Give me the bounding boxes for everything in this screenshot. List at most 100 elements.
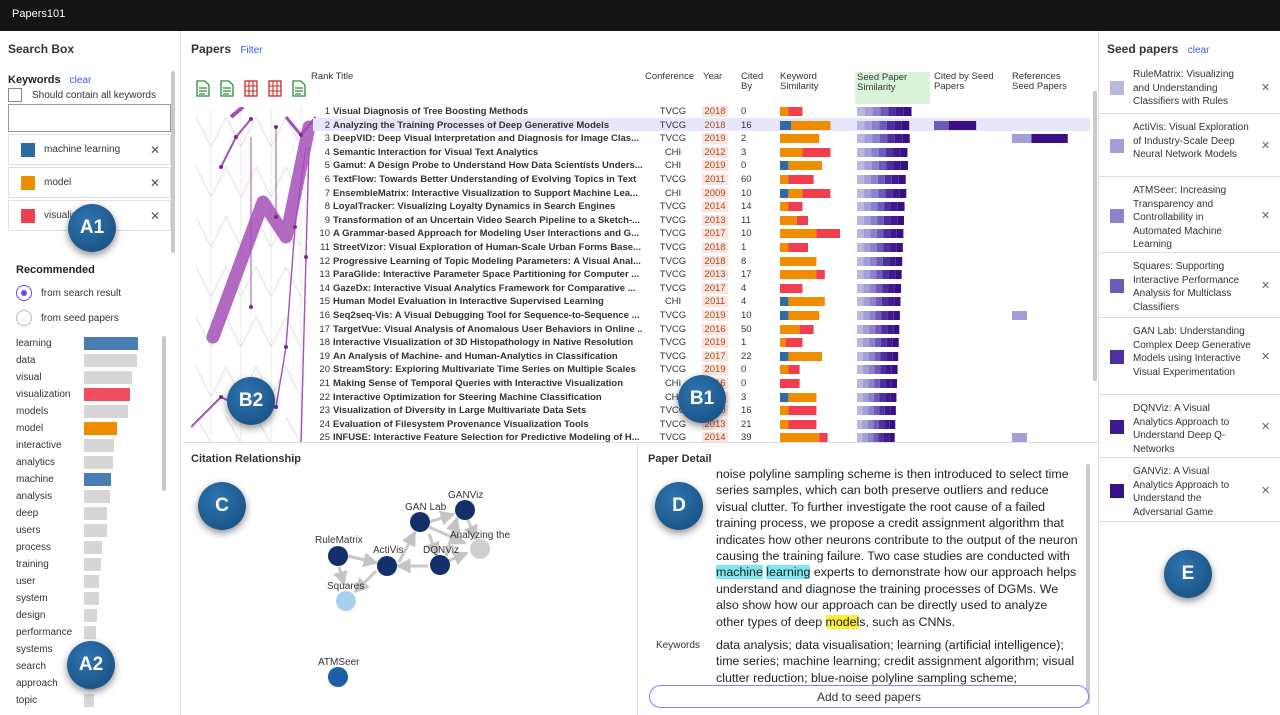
document-icon[interactable]	[292, 80, 306, 97]
recommended-keyword-row[interactable]: interactive	[16, 437, 166, 454]
citation-node[interactable]	[336, 591, 356, 611]
radio-from-search[interactable]: from search result	[16, 285, 121, 301]
seed-paper-item[interactable]: GAN Lab: Understanding Complex Deep Gene…	[1099, 319, 1280, 395]
citation-node[interactable]	[470, 539, 490, 559]
table-row[interactable]: 18 Interactive Visualization of 3D Histop…	[183, 336, 1088, 350]
recommended-keyword-row[interactable]: learning	[16, 335, 166, 352]
close-icon[interactable]: ✕	[1261, 421, 1271, 433]
table-row[interactable]: 8 LoyalTracker: Visualizing Loyalty Dynam…	[183, 200, 1088, 214]
papers-scrollbar[interactable]	[1093, 91, 1097, 381]
table-row[interactable]: 16 Seq2seq-Vis: A Visual Debugging Tool f…	[183, 309, 1088, 323]
recommended-keyword-row[interactable]: machine	[16, 471, 166, 488]
citation-node[interactable]	[377, 556, 397, 576]
add-to-seed-papers-button[interactable]: Add to seed papers	[649, 685, 1089, 708]
seed-paper-item[interactable]: ATMSeer: Increasing Transparency and Con…	[1099, 178, 1280, 253]
recommended-keyword-row[interactable]: training	[16, 556, 166, 573]
table-row[interactable]: 13 ParaGlide: Interactive Parameter Space…	[183, 268, 1088, 282]
close-icon[interactable]: ✕	[149, 176, 160, 190]
table-row[interactable]: 7 EnsembleMatrix: Interactive Visualizati…	[183, 187, 1088, 201]
table-row[interactable]: 9 Transformation of an Uncertain Video Se…	[183, 214, 1088, 228]
recommended-keyword-row[interactable]: topic	[16, 692, 166, 709]
col-header-rank-title[interactable]: Rank Title	[311, 71, 354, 82]
table-row[interactable]: 12 Progressive Learning of Topic Modeling…	[183, 255, 1088, 269]
recommended-keyword-row[interactable]: visual	[16, 369, 166, 386]
citation-node[interactable]	[328, 667, 348, 687]
citation-node[interactable]	[430, 555, 450, 575]
table-row[interactable]: 15 Human Model Evaluation in Interactive …	[183, 295, 1088, 309]
seed-paper-item[interactable]: GANViz: A Visual Analytics Approach to U…	[1099, 459, 1280, 522]
close-icon[interactable]: ✕	[1261, 351, 1271, 363]
seed-paper-item[interactable]: ActiVis: Visual Exploration of Industry-…	[1099, 115, 1280, 177]
table-row[interactable]: 6 TextFlow: Towards Better Understanding …	[183, 173, 1088, 187]
seed-paper-item[interactable]: DQNViz: A Visual Analytics Approach to U…	[1099, 396, 1280, 458]
table-row[interactable]: 10 A Grammar-based Approach for Modeling …	[183, 227, 1088, 241]
table-row[interactable]: 11 StreetVizor: Visual Exploration of Hum…	[183, 241, 1088, 255]
recommended-keyword-row[interactable]: performance	[16, 624, 166, 641]
close-icon[interactable]: ✕	[1261, 484, 1271, 497]
table-row[interactable]: 1 Visual Diagnosis of Tree Boosting Metho…	[183, 105, 1088, 119]
keyword-search-input[interactable]	[8, 104, 171, 132]
close-icon[interactable]: ✕	[149, 209, 160, 223]
recommended-keyword-row[interactable]: visualization	[16, 386, 166, 403]
citation-node[interactable]	[455, 500, 475, 520]
table-row[interactable]: 23 Visualization of Diversity in Large Mu…	[183, 404, 1088, 418]
seed-papers-clear-link[interactable]: clear	[1187, 45, 1210, 56]
table-doc-icon[interactable]	[244, 80, 258, 97]
close-icon[interactable]: ✕	[1261, 209, 1271, 222]
recommended-keyword-row[interactable]: analytics	[16, 454, 166, 471]
col-header-seed-similarity[interactable]: Seed Paper Similarity	[855, 72, 930, 104]
col-header-conference[interactable]: Conference	[645, 71, 695, 82]
recommended-keyword-row[interactable]: user	[16, 573, 166, 590]
recommended-keyword-row[interactable]: analysis	[16, 488, 166, 505]
col-header-cited-by[interactable]: Cited By	[741, 71, 764, 92]
detail-scrollbar[interactable]	[1086, 464, 1090, 704]
recommended-scrollbar[interactable]	[162, 336, 166, 491]
close-icon[interactable]: ✕	[1261, 280, 1271, 292]
citation-node[interactable]	[410, 512, 430, 532]
seed-similarity-bar	[857, 147, 908, 157]
radio-from-seed[interactable]: from seed papers	[16, 310, 119, 326]
table-row[interactable]: 19 An Analysis of Machine- and Human-Anal…	[183, 350, 1088, 364]
table-row[interactable]: 4 Semantic Interaction for Visual Text An…	[183, 146, 1088, 160]
col-header-keyword-similarity[interactable]: Keyword Similarity	[780, 71, 819, 92]
keywords-scrollbar[interactable]	[171, 71, 175, 253]
recommended-keyword-row[interactable]: deep	[16, 505, 166, 522]
col-header-references-seed[interactable]: References Seed Papers	[1012, 71, 1067, 92]
recommended-keyword-row[interactable]: process	[16, 539, 166, 556]
table-row[interactable]: 2 Analyzing the Training Processes of Dee…	[183, 119, 1088, 133]
table-row[interactable]: 22 Interactive Optimization for Steering …	[183, 391, 1088, 405]
recommended-keyword-row[interactable]: users	[16, 522, 166, 539]
citation-node[interactable]	[328, 546, 348, 566]
col-header-year[interactable]: Year	[703, 71, 723, 82]
close-icon[interactable]: ✕	[1261, 140, 1271, 152]
seed-paper-item[interactable]: RuleMatrix: Visualizing and Understandin…	[1099, 62, 1280, 114]
table-row[interactable]: 17 TargetVue: Visual Analysis of Anomalou…	[183, 323, 1088, 337]
radio-button-selected[interactable]	[16, 285, 32, 301]
paper-conference: TVCG	[659, 323, 687, 335]
citation-lineage-graph[interactable]	[191, 107, 316, 443]
table-row[interactable]: 5 Gamut: A Design Probe to Understand How…	[183, 159, 1088, 173]
close-icon[interactable]: ✕	[149, 143, 160, 157]
table-row[interactable]: 25 INFUSE: Interactive Feature Selection …	[183, 431, 1088, 442]
keywords-clear-link[interactable]: clear	[69, 75, 92, 86]
contain-all-checkbox[interactable]	[8, 88, 22, 102]
radio-button[interactable]	[16, 310, 32, 326]
filter-link[interactable]: Filter	[240, 45, 263, 56]
table-row[interactable]: 14 GazeDx: Interactive Visual Analytics F…	[183, 282, 1088, 296]
close-icon[interactable]: ✕	[1261, 82, 1271, 94]
recommended-keyword-row[interactable]: data	[16, 352, 166, 369]
seed-paper-item[interactable]: Squares: Supporting Interactive Performa…	[1099, 254, 1280, 318]
table-row[interactable]: 24 Evaluation of Filesystem Provenance Vi…	[183, 418, 1088, 432]
recommended-keyword-row[interactable]: model	[16, 420, 166, 437]
document-icon[interactable]	[220, 80, 234, 97]
col-header-cited-by-seed[interactable]: Cited by Seed Papers	[934, 71, 994, 92]
table-row[interactable]: 3 DeepVID: Deep Visual Interpretation and…	[183, 132, 1088, 146]
recommended-keyword-row[interactable]: system	[16, 590, 166, 607]
table-row[interactable]: 20 StreamStory: Exploring Multivariate Ti…	[183, 363, 1088, 377]
recommended-keyword-row[interactable]: models	[16, 403, 166, 420]
table-row[interactable]: 21 Making Sense of Temporal Queries with …	[183, 377, 1088, 391]
recommended-keyword-row[interactable]: design	[16, 607, 166, 624]
document-icon[interactable]	[196, 80, 210, 97]
table-doc-icon[interactable]	[268, 80, 282, 97]
